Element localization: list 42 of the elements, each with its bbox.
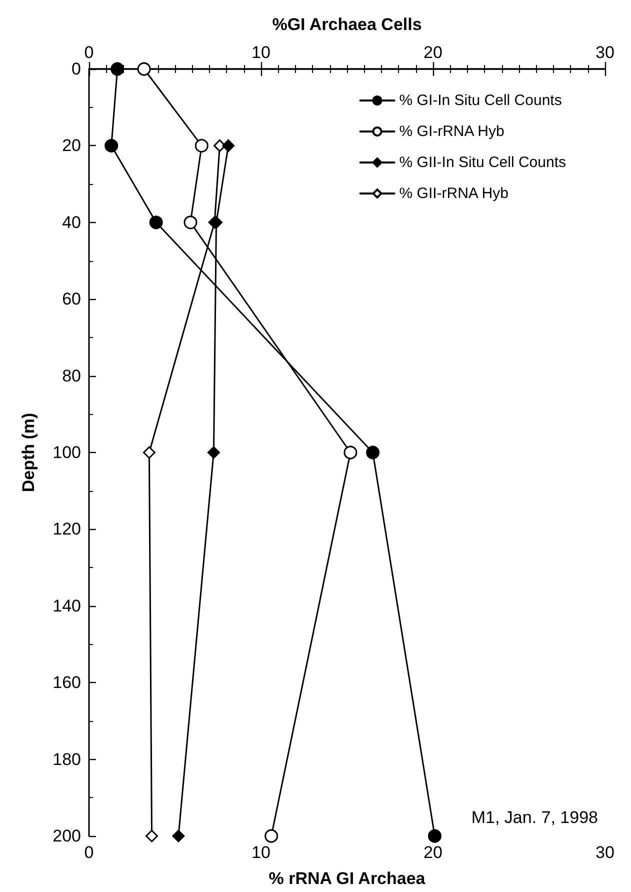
point <box>146 830 158 842</box>
x2-axis-title: %GI Archaea Cells <box>272 15 422 34</box>
y-tick-label: 140 <box>52 596 81 616</box>
point <box>172 830 185 842</box>
x2-tick-label: 0 <box>84 43 94 62</box>
x-tick-label: 10 <box>252 843 270 862</box>
y-tick-label: 60 <box>62 290 81 309</box>
y-tick-label: 0 <box>72 60 81 78</box>
point <box>110 62 124 76</box>
x-tick-label: 20 <box>424 843 442 862</box>
annotation: M1, Jan. 7, 1998 <box>471 808 598 827</box>
legend-label: % GII-rRNA Hyb <box>399 185 508 202</box>
point <box>137 62 151 76</box>
legend-label: % GI-rRNA Hyb <box>399 123 504 140</box>
point <box>207 446 220 459</box>
point <box>194 138 208 152</box>
y-tick-label: 200 <box>52 826 81 846</box>
x2-tick-label: 10 <box>252 43 270 62</box>
legend-label: % GI-In Situ Cell Counts <box>399 92 562 109</box>
point <box>184 216 198 230</box>
x-tick-label: 0 <box>84 843 94 862</box>
point <box>264 829 278 843</box>
x-axis-title: % rRNA GI Archaea <box>268 869 426 888</box>
point <box>366 446 380 460</box>
x2-tick-label: 20 <box>424 43 442 62</box>
point <box>428 829 442 843</box>
y-tick-label: 160 <box>52 673 81 692</box>
point <box>142 446 156 459</box>
point <box>149 216 163 230</box>
y-tick-label: 20 <box>62 136 81 156</box>
point <box>344 446 358 460</box>
y-axis-title: Depth (m) <box>19 412 38 492</box>
legend-label: % GII-In Situ Cell Counts <box>399 154 566 171</box>
point <box>104 138 118 152</box>
x-tick-label: 30 <box>596 843 614 862</box>
y-tick-label: 180 <box>52 750 81 769</box>
x2-tick-label: 30 <box>596 43 614 62</box>
y-tick-label: 120 <box>52 520 81 539</box>
point <box>222 139 235 152</box>
y-tick-label: 80 <box>62 366 81 386</box>
y-tick-label: 100 <box>52 443 81 462</box>
y-tick-label: 40 <box>62 212 81 232</box>
